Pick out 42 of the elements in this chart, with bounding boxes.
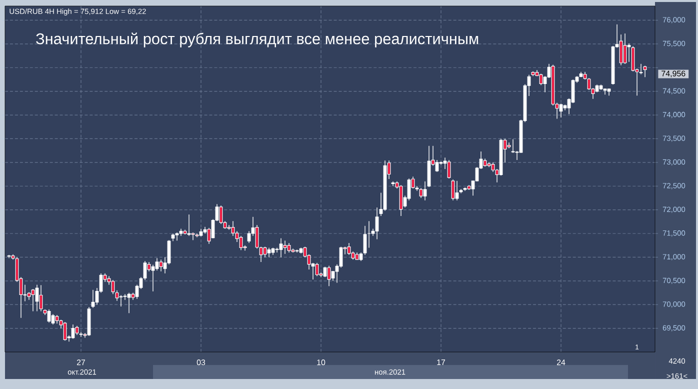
candlestick [367,220,371,248]
candlestick [31,288,35,312]
candlestick [419,188,423,198]
candlestick [191,232,195,240]
candlestick [227,224,231,230]
candlestick [603,88,607,95]
candlestick [423,181,427,201]
candlestick [123,294,127,300]
candlestick [115,290,119,302]
candlestick [151,264,155,292]
candlestick [491,162,495,172]
candlestick [35,284,39,312]
candlestick [363,226,367,256]
candlestick [639,63,643,75]
candlestick [455,180,459,201]
candlestick [511,138,515,154]
candlestick [627,43,631,62]
candlestick [279,238,283,258]
candlestick [119,294,123,307]
candlestick [79,332,83,338]
candlestick [219,205,223,224]
candlestick [435,160,439,172]
candlestick [127,292,131,314]
candlestick [51,314,55,325]
candlestick [375,207,379,240]
candlestick [447,160,451,179]
candlestick [155,258,159,271]
candlestick [391,181,395,186]
candlestick [159,259,163,272]
candlestick [175,232,179,241]
candlestick [231,220,235,236]
candlestick [247,230,251,244]
candlestick [91,290,95,308]
candlestick [287,242,291,253]
candlestick [451,179,455,201]
candlestick [283,240,287,254]
text: Значительный рост рубля выглядит все менее реалистичным [36,32,478,48]
candlestick [267,247,271,258]
candlestick [587,78,591,90]
candlestick [275,247,279,253]
candlestick [187,214,191,236]
candlestick [75,326,79,336]
